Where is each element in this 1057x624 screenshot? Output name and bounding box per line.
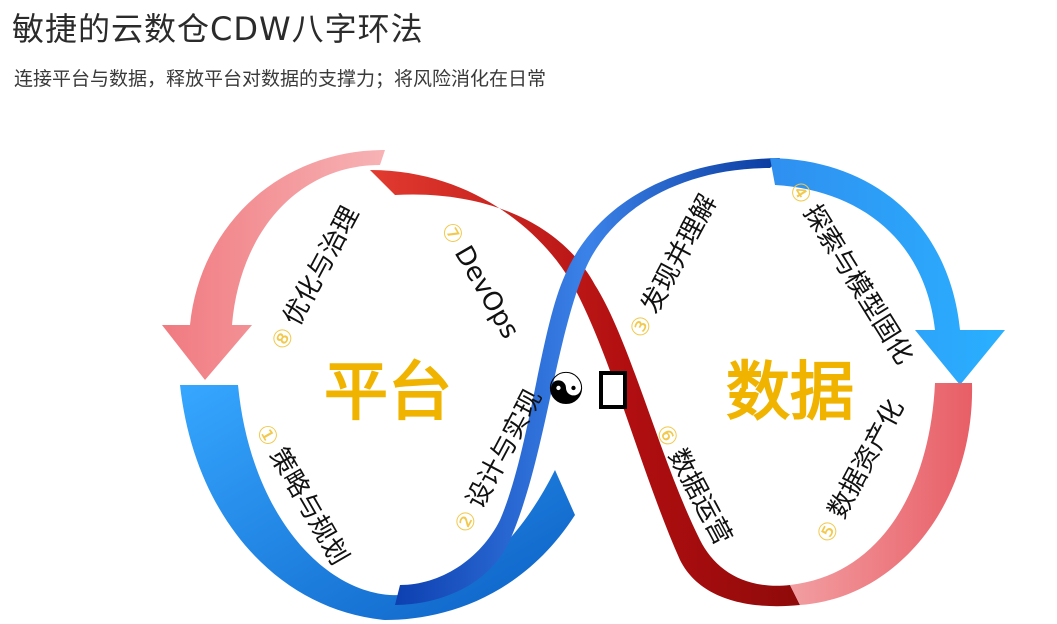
page-subtitle: 连接平台与数据，释放平台对数据的支撑力；将风险消化在日常 bbox=[14, 68, 547, 90]
step-7: ⑦ DevOps bbox=[435, 217, 525, 344]
step-5-number: ⑤ bbox=[811, 516, 846, 548]
step-8-label: 优化与治理 bbox=[278, 202, 366, 331]
arrow-top-left-pink bbox=[162, 150, 385, 380]
step-7-number: ⑦ bbox=[435, 217, 470, 250]
step-7-label: DevOps bbox=[448, 241, 525, 344]
step-8-number: ⑧ bbox=[266, 323, 301, 355]
center-placeholder-box bbox=[599, 371, 627, 409]
yin-yang-icon: ☯ bbox=[546, 364, 585, 415]
page-title: 敏捷的云数仓CDW八字环法 bbox=[12, 10, 424, 48]
loop-label-platform: 平台 bbox=[324, 356, 452, 430]
step-8: ⑧ 优化与治理 bbox=[266, 202, 366, 355]
loop-label-data: 数据 bbox=[726, 356, 854, 430]
step-1-number: ① bbox=[250, 419, 285, 452]
step-3: ③ 发现并理解 bbox=[624, 190, 724, 343]
band-center-blue bbox=[395, 158, 780, 605]
band-bottom-left-blue bbox=[180, 385, 575, 620]
band-bottom-right-pink bbox=[790, 383, 973, 605]
arrow-top-right-blue bbox=[770, 158, 1005, 385]
step-2-number: ② bbox=[449, 506, 484, 538]
step-3-number: ③ bbox=[624, 311, 659, 343]
step-3-label: 发现并理解 bbox=[636, 190, 724, 319]
